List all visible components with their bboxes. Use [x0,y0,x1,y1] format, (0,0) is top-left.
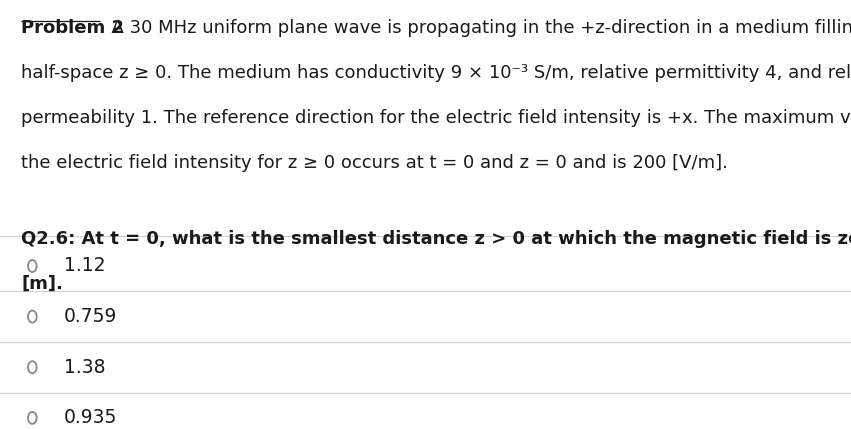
Text: [m].: [m]. [21,275,63,293]
Text: permeability 1. The reference direction for the electric field intensity is +x. : permeability 1. The reference direction … [21,109,851,127]
Text: Problem 2: Problem 2 [21,19,124,37]
Text: half-space z ≥ 0. The medium has conductivity 9 × 10⁻³ S/m, relative permittivit: half-space z ≥ 0. The medium has conduct… [21,64,851,82]
Text: 1.12: 1.12 [64,257,106,275]
Text: Q2.6: At t = 0, what is the smallest distance z > 0 at which the magnetic field : Q2.6: At t = 0, what is the smallest dis… [21,230,851,248]
Text: 1.38: 1.38 [64,358,106,377]
Text: the electric field intensity for z ≥ 0 occurs at t = 0 and z = 0 and is 200 [V/m: the electric field intensity for z ≥ 0 o… [21,154,728,172]
Text: 0.759: 0.759 [64,307,117,326]
Text: A 30 MHz uniform plane wave is propagating in the +z-direction in a medium filli: A 30 MHz uniform plane wave is propagati… [100,19,851,37]
Text: 0.935: 0.935 [64,408,117,427]
